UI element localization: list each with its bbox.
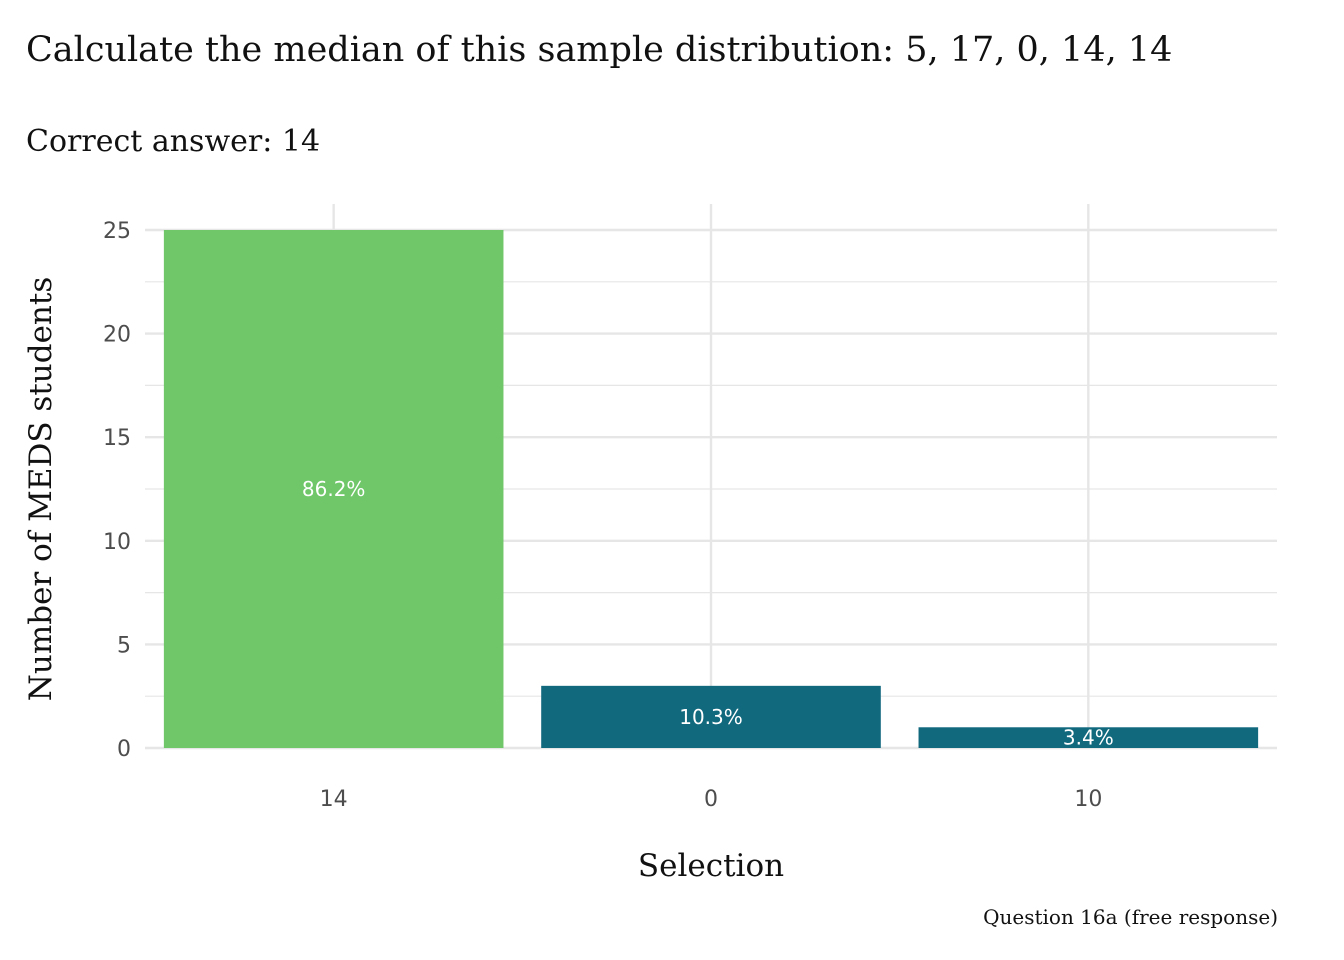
bar-data-label: 10.3% [679, 705, 743, 729]
x-tick-label: 10 [1074, 787, 1102, 812]
chart-caption: Question 16a (free response) [983, 905, 1278, 929]
y-axis-ticks: 0 5 10 15 20 25 [103, 219, 131, 762]
bar-0 [541, 685, 881, 748]
bar-14 [163, 230, 504, 748]
x-tick-label: 0 [704, 787, 718, 812]
chart-title: Calculate the median of this sample dist… [26, 30, 1173, 70]
bar-data-label: 86.2% [302, 477, 366, 501]
bar-10 [918, 727, 1259, 748]
y-tick-label: 0 [117, 737, 131, 762]
bar-labels: 86.2% 10.3% 3.4% [302, 477, 1114, 750]
x-tick-label: 14 [320, 787, 348, 812]
bars [163, 230, 1259, 748]
bar-data-label: 3.4% [1063, 726, 1114, 750]
x-axis-title: Selection [638, 848, 784, 884]
y-tick-label: 5 [117, 633, 131, 658]
chart-subtitle: Correct answer: 14 [26, 124, 321, 159]
y-axis-title: Number of MEDS students [23, 277, 59, 702]
y-tick-label: 15 [103, 426, 131, 451]
x-axis-ticks: 14 0 10 [320, 787, 1103, 812]
y-tick-label: 10 [103, 530, 131, 555]
y-tick-label: 20 [103, 323, 131, 348]
y-tick-label: 25 [103, 219, 131, 244]
